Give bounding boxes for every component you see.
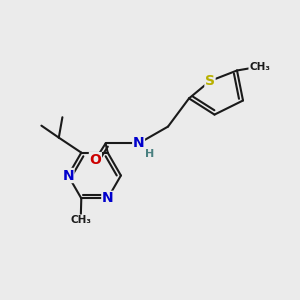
- Text: N: N: [62, 169, 74, 182]
- Text: CH₃: CH₃: [249, 61, 270, 72]
- Text: H: H: [146, 148, 154, 159]
- Text: N: N: [102, 191, 113, 206]
- Text: O: O: [89, 153, 101, 166]
- Text: S: S: [205, 74, 215, 88]
- Text: N: N: [133, 136, 144, 150]
- Text: CH₃: CH₃: [70, 215, 91, 225]
